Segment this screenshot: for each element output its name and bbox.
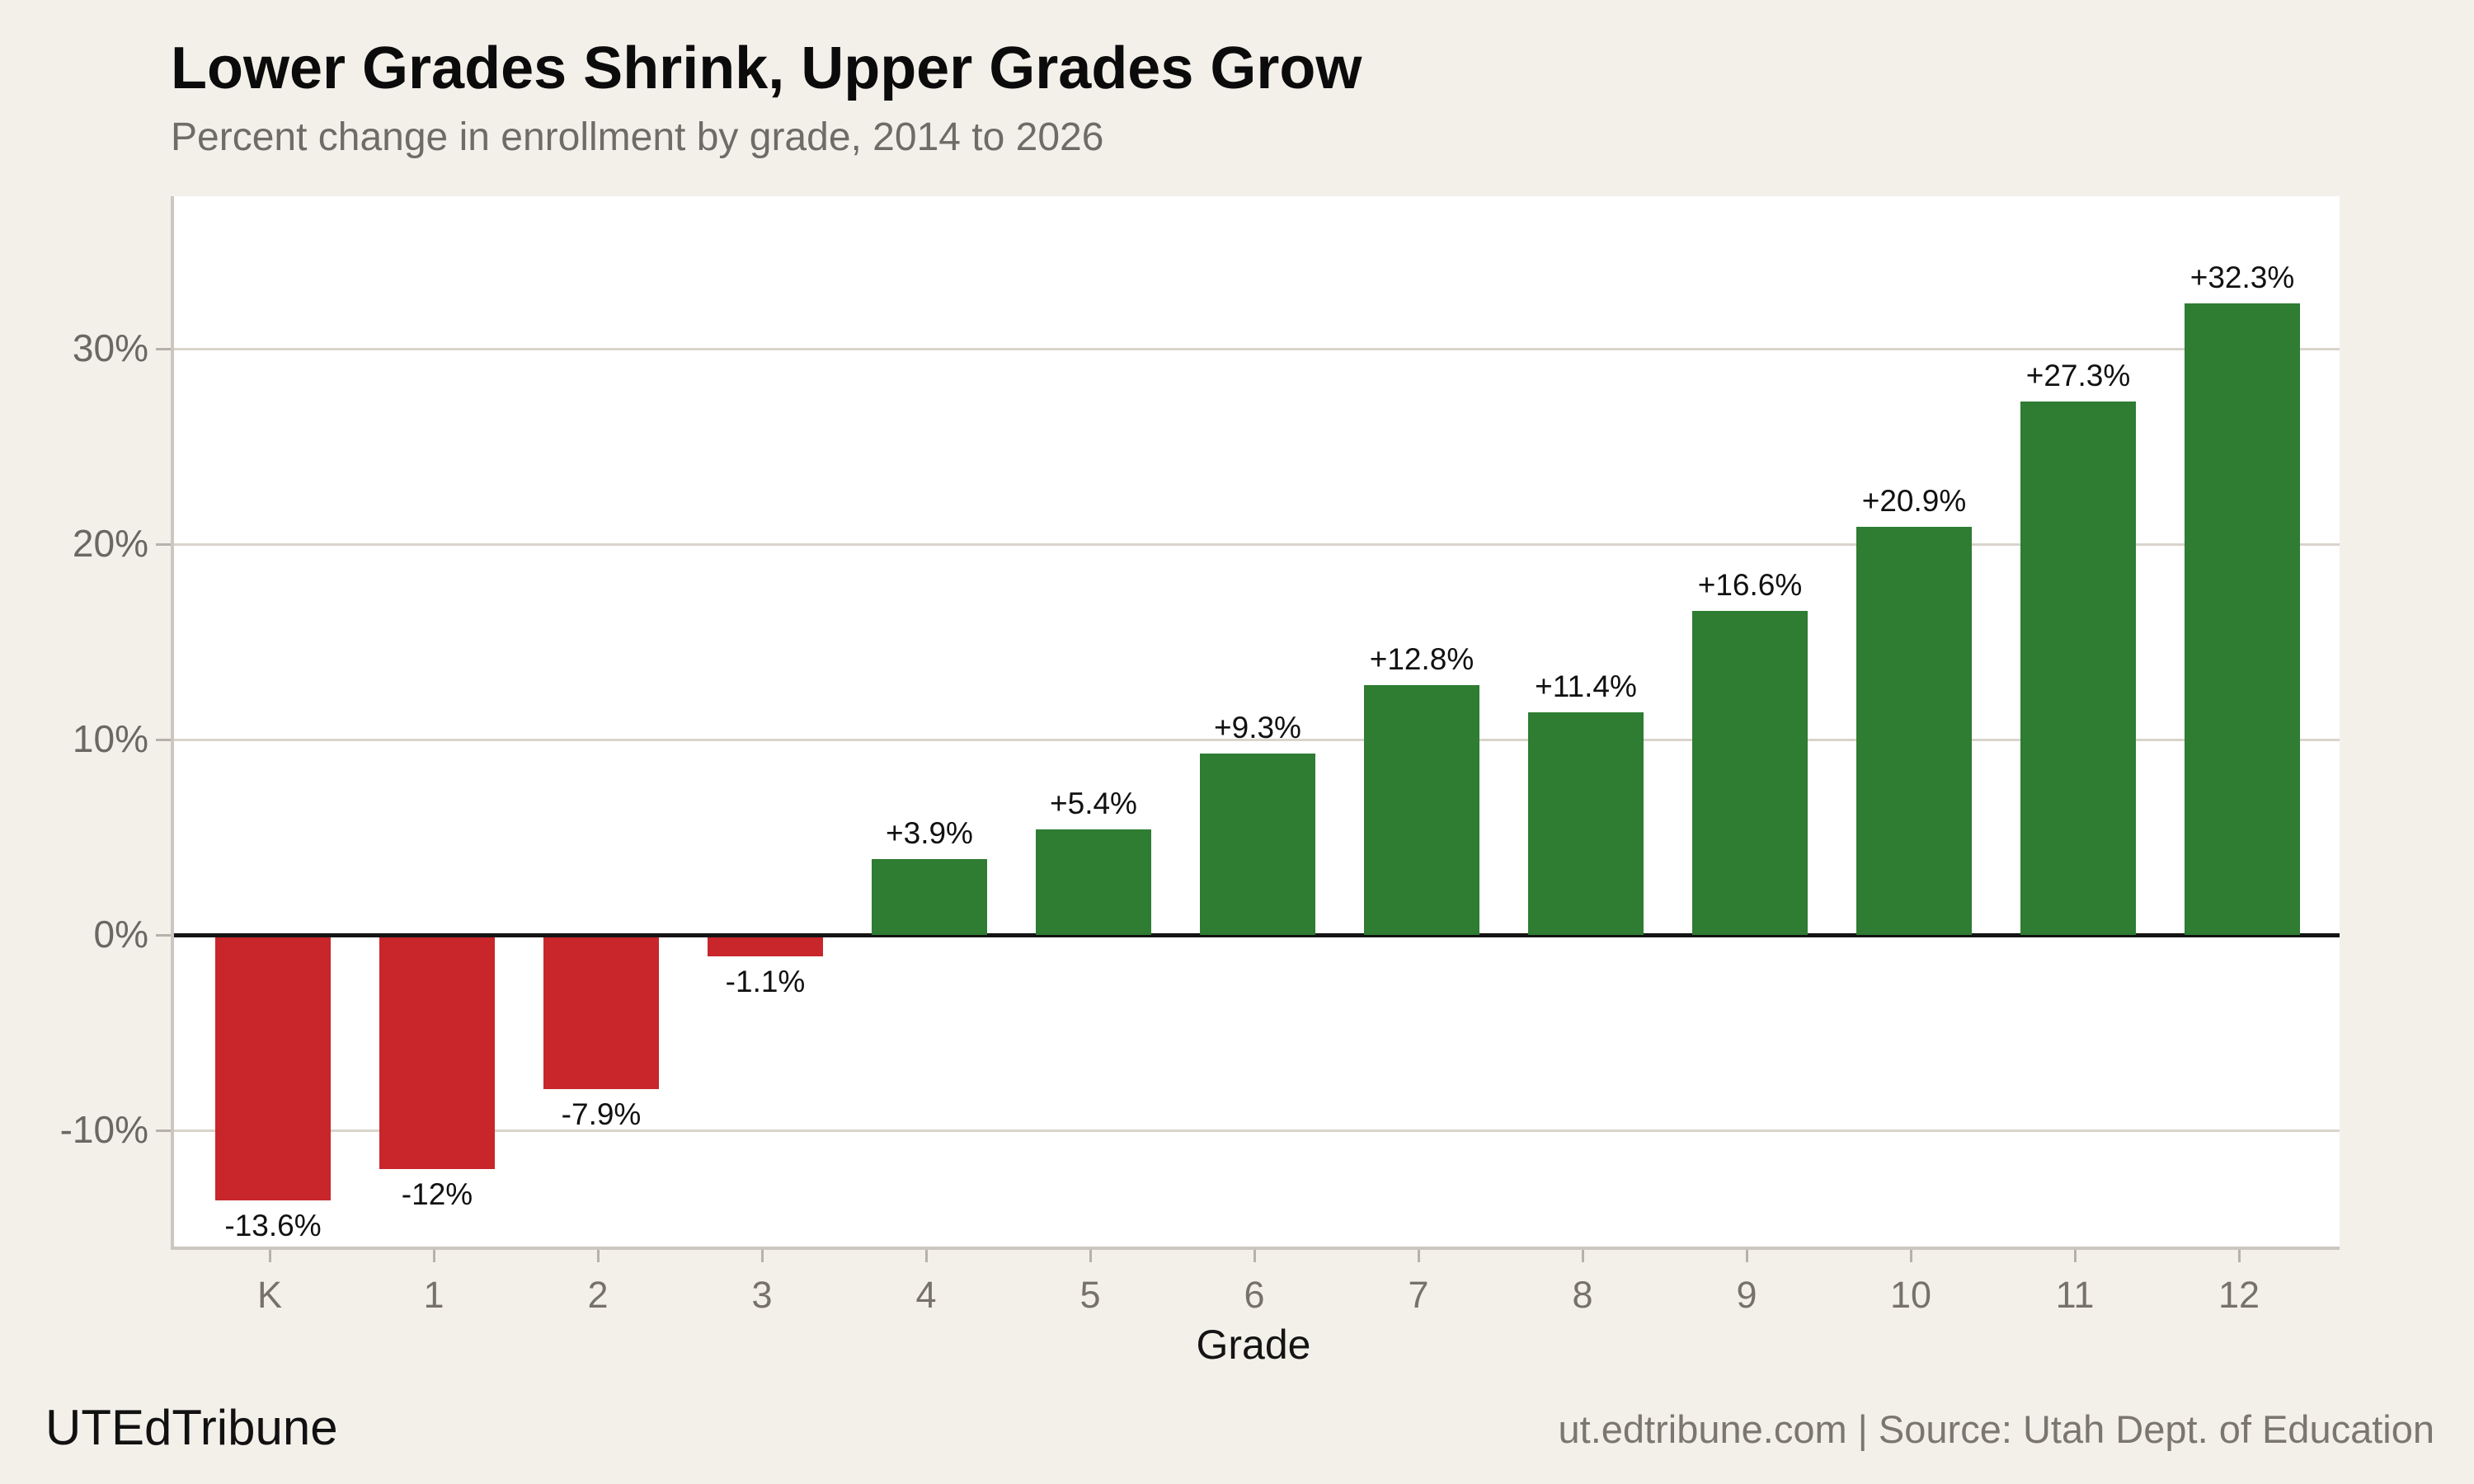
y-tick-mark [156,542,171,546]
x-tick-label: 10 [1889,1274,1932,1316]
x-tick-mark [2073,1250,2077,1262]
x-tick-label: 1 [423,1274,444,1316]
bar-value-label: +20.9% [1861,483,1967,518]
bar-value-label: +27.3% [2025,358,2131,392]
x-tick-label: 6 [1244,1274,1265,1316]
bar-grade-5 [1036,829,1151,935]
bar-grade-9 [1692,610,1808,935]
x-tick-mark [1745,1250,1748,1262]
y-tick-label: 10% [72,717,148,760]
chart-subtitle: Percent change in enrollment by grade, 2… [171,115,1104,159]
bar-grade-2 [543,937,659,1090]
grid-line [174,347,2340,350]
x-axis-title: Grade [1196,1322,1311,1368]
y-tick-label: 30% [72,326,148,369]
y-tick-label: 0% [93,913,148,956]
bar-value-label: +5.4% [1050,787,1137,821]
grid-line [174,542,2340,546]
x-tick-mark [1253,1250,1256,1262]
x-tick-label: 9 [1736,1274,1757,1316]
x-tick-label: 3 [751,1274,773,1316]
bar-grade-3 [708,937,823,957]
bar-grade-12 [2185,303,2300,935]
bar-value-label: +32.3% [2189,261,2295,295]
bar-value-label: +11.4% [1535,669,1637,703]
x-tick-mark [760,1250,764,1262]
x-tick-mark [1417,1250,1420,1262]
bar-grade-1 [379,937,495,1170]
x-tick-label: 2 [587,1274,609,1316]
bar-value-label: +9.3% [1214,710,1301,744]
grid-line [174,738,2340,741]
bar-value-label: -13.6% [224,1209,322,1243]
x-tick-label: 4 [915,1274,937,1316]
zero-line [174,932,2340,937]
bar-grade-8 [1528,711,1644,935]
bar-grade-6 [1200,753,1315,935]
y-tick-mark [156,933,171,937]
x-tick-mark [1909,1250,1912,1262]
x-tick-mark [1089,1250,1092,1262]
bar-grade-10 [1856,526,1972,935]
footer-source: ut.edtribune.com | Source: Utah Dept. of… [1558,1407,2434,1451]
bar-grade-K [215,937,331,1201]
x-tick-label: 8 [1572,1274,1593,1316]
x-tick-label: 11 [2055,1274,2095,1316]
x-tick-mark [924,1250,928,1262]
grid-line [174,1129,2340,1132]
y-tick-mark [156,1129,171,1132]
x-tick-label: 12 [2218,1274,2260,1316]
x-tick-mark [1581,1250,1584,1262]
footer-brand: UTEdTribune [45,1400,338,1455]
x-tick-mark [268,1250,271,1262]
plot-area: -13.6% -12% -7.9% -1.1% +3.9% +5.4% +9.3% +12.8… [171,196,2340,1250]
bar-value-label: -7.9% [561,1097,642,1132]
bar-value-label: -1.1% [725,965,806,999]
bar-grade-11 [2020,401,2136,935]
x-tick-mark [2237,1250,2241,1262]
x-tick-mark [596,1250,600,1262]
bar-value-label: +12.8% [1369,641,1475,676]
bar-grade-4 [872,858,987,935]
chart-title: Lower Grades Shrink, Upper Grades Grow [171,35,1362,101]
bar-value-label: +3.9% [886,815,973,850]
bar-value-label: +16.6% [1697,567,1803,602]
x-tick-label: 5 [1079,1274,1101,1316]
bar-grade-7 [1364,684,1479,935]
x-tick-label: 7 [1408,1274,1429,1316]
y-tick-mark [156,347,171,350]
x-tick-label: K [256,1274,282,1316]
y-tick-mark [156,738,171,741]
y-tick-label: -10% [59,1108,148,1151]
x-tick-mark [432,1250,435,1262]
bar-value-label: -12% [401,1177,473,1212]
y-tick-label: 20% [72,522,148,565]
